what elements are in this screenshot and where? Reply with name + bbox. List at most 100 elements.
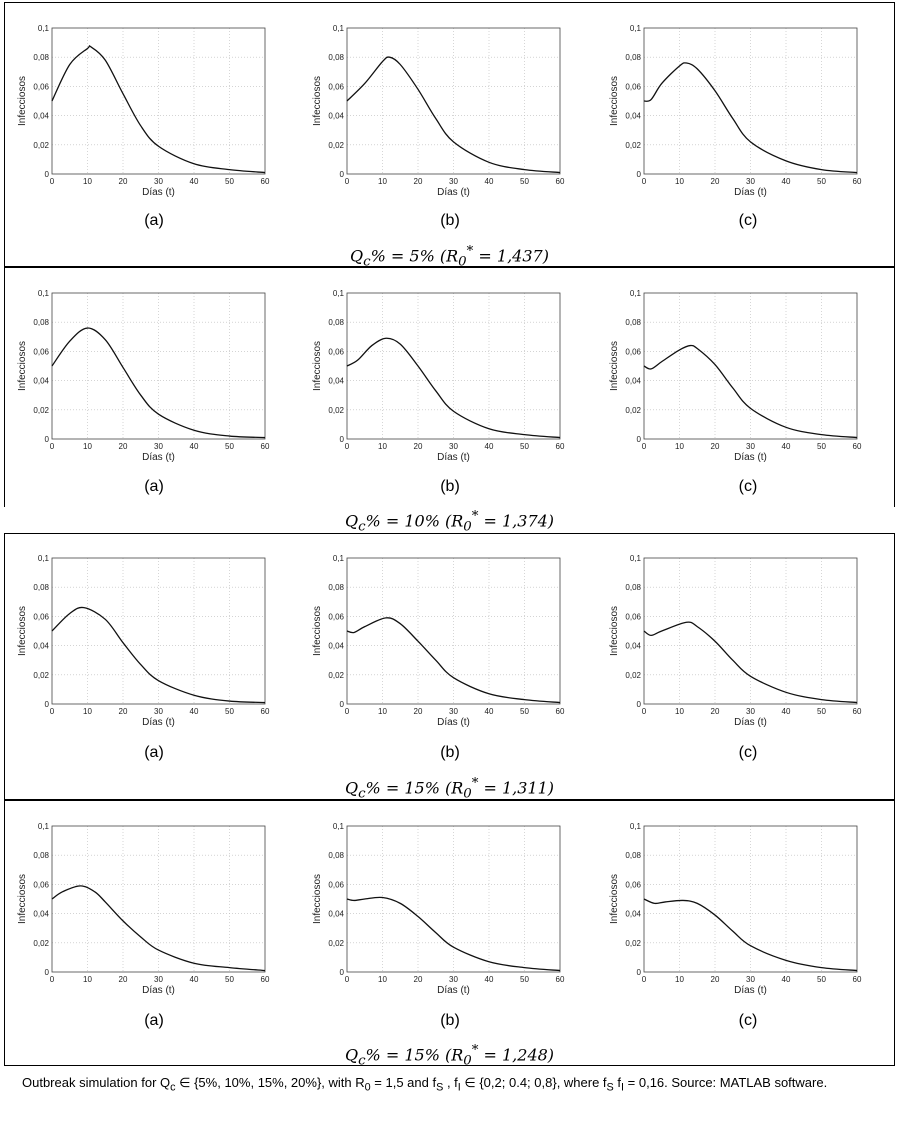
y-tick-label: 0,04 bbox=[328, 112, 344, 121]
chart-panel-4c: 0 10 20 30 40 50 60 0 0,02 0,04 0,06 0,08 0,1 Días (t… bbox=[602, 818, 862, 996]
chart-panel-4a: 0 10 20 30 40 50 60 0 0,02 0,04 0,06 0,08 0,1 Días (t… bbox=[10, 818, 270, 996]
y-tick-label: 0,06 bbox=[328, 82, 344, 91]
x-tick-label: 20 bbox=[414, 975, 423, 984]
y-tick-label: 0,1 bbox=[38, 822, 50, 831]
series-line bbox=[643, 344, 858, 439]
y-tick-label: 0,02 bbox=[328, 141, 344, 150]
y-tick-label: 0,08 bbox=[625, 583, 641, 592]
x-tick-label: 10 bbox=[83, 177, 92, 186]
y-tick-label: 0,1 bbox=[630, 24, 642, 33]
x-tick-label: 60 bbox=[853, 442, 862, 451]
y-tick-label: 0,04 bbox=[328, 377, 344, 386]
row-caption-3: Qc% = 15% (R0* = 1,311) bbox=[344, 776, 555, 802]
subplot-label-c: (c) bbox=[738, 212, 758, 229]
chart-svg: 0 10 20 30 40 50 60 0 0,02 0,04 0,06 0,08 0,1 Días (t… bbox=[609, 822, 862, 996]
y-tick-label: 0,08 bbox=[328, 53, 344, 62]
x-tick-label: 40 bbox=[190, 707, 199, 716]
y-tick-label: 0,04 bbox=[33, 642, 49, 651]
series-line bbox=[51, 45, 266, 174]
y-tick-label: 0,02 bbox=[625, 671, 641, 680]
x-tick-label: 50 bbox=[225, 707, 234, 716]
x-tick-label: 0 bbox=[345, 707, 350, 716]
x-tick-label: 0 bbox=[642, 707, 647, 716]
y-tick-label: 0,1 bbox=[333, 822, 345, 831]
x-axis-label: Días (t) bbox=[437, 452, 470, 463]
chart-panel-4b: 0 10 20 30 40 50 60 0 0,02 0,04 0,06 0,08 0,1 Días (t… bbox=[305, 818, 565, 996]
y-axis-label: Infecciosos bbox=[17, 874, 28, 924]
y-tick-label: 0,02 bbox=[328, 406, 344, 415]
chart-svg: 0 10 20 30 40 50 60 0 0,02 0,04 0,06 0,08 0,1 Días (t… bbox=[609, 554, 862, 728]
row-band-3 bbox=[4, 533, 895, 800]
x-tick-label: 60 bbox=[556, 442, 565, 451]
x-tick-label: 60 bbox=[853, 707, 862, 716]
y-tick-label: 0,02 bbox=[625, 406, 641, 415]
x-tick-label: 30 bbox=[746, 975, 755, 984]
y-tick-label: 0,06 bbox=[328, 612, 344, 621]
y-tick-label: 0,1 bbox=[333, 554, 345, 563]
y-tick-label: 0,08 bbox=[328, 851, 344, 860]
series-line bbox=[51, 606, 266, 704]
x-tick-label: 60 bbox=[556, 975, 565, 984]
x-tick-label: 50 bbox=[817, 975, 826, 984]
x-axis-label: Días (t) bbox=[734, 985, 767, 996]
x-tick-label: 0 bbox=[345, 177, 350, 186]
y-tick-label: 0,1 bbox=[333, 289, 345, 298]
subplot-label-c: (c) bbox=[738, 744, 758, 761]
x-tick-label: 50 bbox=[817, 442, 826, 451]
x-tick-label: 60 bbox=[853, 177, 862, 186]
series-line bbox=[643, 621, 858, 704]
chart-svg: 0 10 20 30 40 50 60 0 0,02 0,04 0,06 0,08 0,1 Días (t… bbox=[609, 289, 862, 463]
x-tick-label: 10 bbox=[675, 442, 684, 451]
series-line bbox=[346, 896, 561, 972]
subplot-label-a: (a) bbox=[144, 1012, 164, 1029]
chart-svg: 0 10 20 30 40 50 60 0 0,02 0,04 0,06 0,08 0,1 Días (t… bbox=[312, 822, 565, 996]
y-tick-label: 0,06 bbox=[33, 82, 49, 91]
subplot-label-b: (b) bbox=[440, 212, 460, 229]
row-caption-1: Qc% = 5% (R0* = 1,437) bbox=[350, 244, 549, 270]
y-tick-label: 0,08 bbox=[625, 851, 641, 860]
x-tick-label: 30 bbox=[746, 707, 755, 716]
y-tick-label: 0,04 bbox=[33, 112, 49, 121]
row-band-4 bbox=[4, 800, 895, 1066]
chart-svg: 0 10 20 30 40 50 60 0 0,02 0,04 0,06 0,08 0,1 Días (t… bbox=[609, 24, 862, 198]
series-line bbox=[643, 62, 858, 174]
chart-panel-1a: 0 10 20 30 40 50 60 0 0,02 0,04 0,06 0,08 0,1 Días (t… bbox=[10, 20, 270, 198]
y-tick-label: 0,04 bbox=[625, 112, 641, 121]
x-tick-label: 0 bbox=[345, 975, 350, 984]
x-tick-label: 0 bbox=[642, 442, 647, 451]
x-tick-label: 20 bbox=[119, 442, 128, 451]
row-band-1 bbox=[4, 2, 895, 267]
x-tick-label: 40 bbox=[782, 707, 791, 716]
y-tick-label: 0,02 bbox=[328, 939, 344, 948]
subplot-label-b: (b) bbox=[440, 1012, 460, 1029]
y-tick-label: 0,08 bbox=[33, 583, 49, 592]
y-tick-label: 0,02 bbox=[33, 406, 49, 415]
y-axis-label: Infecciosos bbox=[312, 874, 323, 924]
y-tick-label: 0 bbox=[637, 968, 642, 977]
y-tick-label: 0,02 bbox=[33, 939, 49, 948]
x-tick-label: 10 bbox=[378, 707, 387, 716]
y-tick-label: 0,08 bbox=[33, 53, 49, 62]
x-tick-label: 30 bbox=[746, 177, 755, 186]
chart-svg: 0 10 20 30 40 50 60 0 0,02 0,04 0,06 0,08 0,1 Días (t… bbox=[17, 554, 270, 728]
x-axis-label: Días (t) bbox=[734, 717, 767, 728]
x-tick-label: 0 bbox=[50, 975, 55, 984]
y-tick-label: 0,08 bbox=[328, 583, 344, 592]
series-line bbox=[51, 327, 266, 439]
y-tick-label: 0 bbox=[340, 700, 345, 709]
x-tick-label: 40 bbox=[782, 975, 791, 984]
y-tick-label: 0,1 bbox=[630, 554, 642, 563]
x-tick-label: 40 bbox=[485, 177, 494, 186]
y-tick-label: 0 bbox=[340, 170, 345, 179]
x-tick-label: 40 bbox=[485, 975, 494, 984]
y-tick-label: 0,04 bbox=[625, 377, 641, 386]
x-tick-label: 60 bbox=[261, 975, 270, 984]
y-tick-label: 0,08 bbox=[625, 53, 641, 62]
x-tick-label: 60 bbox=[261, 177, 270, 186]
x-axis-label: Días (t) bbox=[142, 985, 175, 996]
series-line bbox=[346, 617, 561, 704]
x-axis-label: Días (t) bbox=[437, 717, 470, 728]
x-axis-label: Días (t) bbox=[437, 985, 470, 996]
x-tick-label: 40 bbox=[190, 975, 199, 984]
